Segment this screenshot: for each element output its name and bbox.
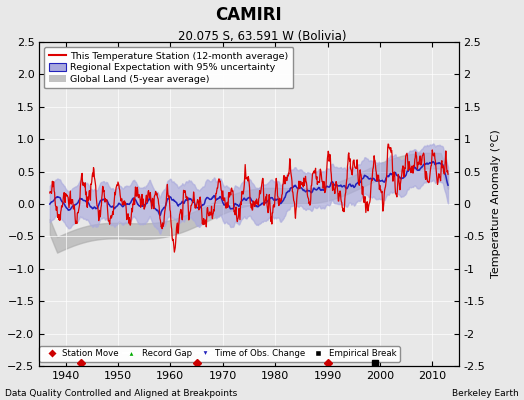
Legend: Station Move, Record Gap, Time of Obs. Change, Empirical Break: Station Move, Record Gap, Time of Obs. C… xyxy=(39,346,400,362)
Title: CAMIRI: CAMIRI xyxy=(215,6,282,24)
Y-axis label: Temperature Anomaly (°C): Temperature Anomaly (°C) xyxy=(490,130,500,278)
Text: 20.075 S, 63.591 W (Bolivia): 20.075 S, 63.591 W (Bolivia) xyxy=(178,30,346,43)
Text: Berkeley Earth: Berkeley Earth xyxy=(452,389,519,398)
Text: Data Quality Controlled and Aligned at Breakpoints: Data Quality Controlled and Aligned at B… xyxy=(5,389,237,398)
